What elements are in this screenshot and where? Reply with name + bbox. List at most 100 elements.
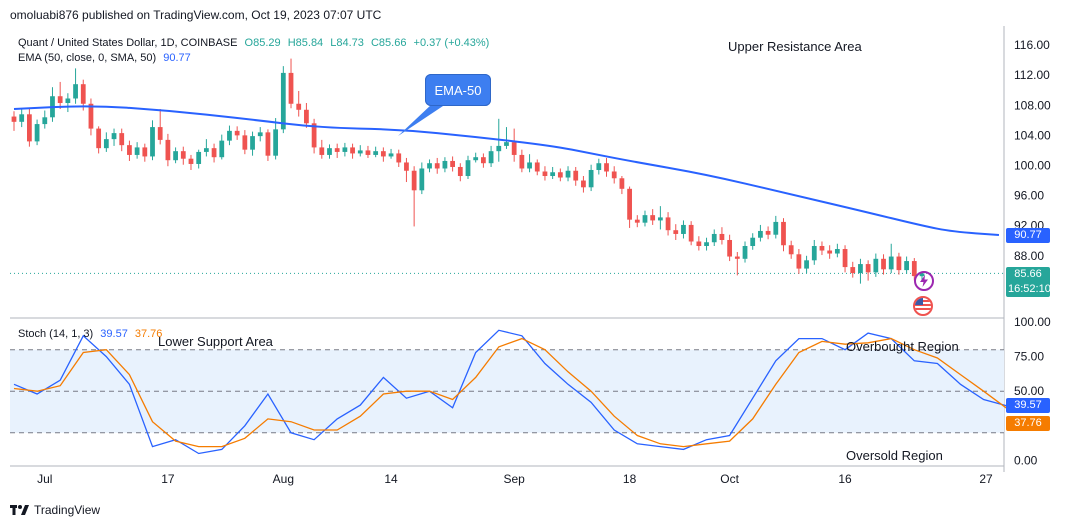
candle-body <box>19 114 25 122</box>
candle-body <box>588 169 594 188</box>
candle-body <box>604 163 609 172</box>
stoch-d-tag: 37.76 <box>1006 416 1050 431</box>
candle-body <box>350 147 355 154</box>
last-price-tag: 85.66 <box>1006 267 1050 282</box>
upper-resistance-label: Upper Resistance Area <box>728 39 862 54</box>
price-tick-label: 88.00 <box>1014 249 1044 263</box>
symbol-label: Quant / United States Dollar, 1D, COINBA… <box>18 37 238 49</box>
ema-50-line <box>13 105 1000 236</box>
candle-body <box>704 242 709 247</box>
candle-body <box>511 142 517 155</box>
candle-body <box>365 150 371 155</box>
candle-body <box>396 153 402 163</box>
countdown-timer: 16:52:10 <box>1006 282 1051 297</box>
candle-body <box>911 261 917 277</box>
candle-body <box>742 246 748 259</box>
candle-body <box>242 135 248 150</box>
candle-body <box>211 148 217 158</box>
candle-body <box>534 162 540 172</box>
ohlc-close: C85.66 <box>370 37 407 49</box>
candle-body <box>719 233 725 240</box>
candle-body <box>811 246 817 261</box>
ema-value: 90.77 <box>163 52 191 64</box>
candle-body <box>180 151 186 159</box>
candle-body <box>388 153 394 157</box>
candle-body <box>304 109 309 124</box>
candle-body <box>488 151 494 164</box>
time-tick-label: 18 <box>623 472 637 486</box>
price-tick-label: 100.00 <box>1014 158 1051 172</box>
candle-body <box>103 139 109 149</box>
ema-legend: EMA (50, close, 0, SMA, 50) 90.77 <box>18 52 191 64</box>
candle-body <box>219 140 225 158</box>
ohlc-open: O85.29 <box>244 37 281 49</box>
candle-body <box>765 230 771 235</box>
candle-body <box>157 127 163 140</box>
candle-body <box>119 133 125 146</box>
stoch-tick-label: 75.00 <box>1014 350 1044 364</box>
lower-support-label: Lower Support Area <box>158 334 273 349</box>
us-flag-icon[interactable] <box>913 296 933 316</box>
candle-body <box>842 249 848 268</box>
time-tick-label: 27 <box>979 472 993 486</box>
time-tick-label: 14 <box>384 472 398 486</box>
candle-body <box>565 170 571 178</box>
candle-body <box>34 124 40 142</box>
candle-body <box>581 180 586 188</box>
candle-body <box>142 147 148 157</box>
candle-body <box>657 217 663 221</box>
ema-price-tag: 90.77 <box>1006 228 1050 243</box>
publisher-line: omoluabi876 published on TradingView.com… <box>10 8 382 22</box>
candle-body <box>419 168 425 191</box>
candle-body <box>688 224 694 242</box>
candle-body <box>611 171 617 179</box>
candle-body <box>650 215 656 221</box>
stoch-label: Stoch (14, 1, 3) <box>18 328 94 340</box>
candle-body <box>519 154 525 169</box>
candle-body <box>457 166 463 177</box>
candle-body <box>473 157 479 161</box>
candle-body <box>357 150 363 154</box>
footer-brand[interactable]: TradingView <box>10 503 100 517</box>
overbought-label: Overbought Region <box>846 339 959 354</box>
candle-body <box>380 151 386 157</box>
candle-body <box>311 123 317 148</box>
candle-body <box>819 246 825 251</box>
candle-body <box>888 256 894 270</box>
candle-body <box>150 127 155 157</box>
stoch-k-value: 39.57 <box>100 328 128 340</box>
price-tick-label: 112.00 <box>1014 68 1050 82</box>
candle-body <box>527 162 532 169</box>
candle-body <box>865 264 871 273</box>
candle-body <box>227 130 232 141</box>
candle-body <box>188 158 194 164</box>
candle-body <box>273 129 279 156</box>
candle-body <box>373 151 379 155</box>
candle-body <box>758 230 763 238</box>
oversold-label: Oversold Region <box>846 448 943 463</box>
symbol-legend: Quant / United States Dollar, 1D, COINBA… <box>18 37 489 49</box>
ema-50-callout: EMA-50 <box>425 74 491 106</box>
lightning-icon[interactable] <box>914 271 934 291</box>
time-tick-label: Oct <box>720 472 739 486</box>
candle-body <box>734 256 740 259</box>
candle-body <box>896 256 902 271</box>
candle-body <box>781 221 786 246</box>
candle-body <box>681 224 686 234</box>
stoch-d-line <box>13 337 1007 448</box>
ema-label: EMA (50, close, 0, SMA, 50) <box>18 52 157 64</box>
candle-body <box>257 132 263 137</box>
candle-body <box>334 148 340 152</box>
time-tick-label: 17 <box>161 472 175 486</box>
candle-body <box>465 160 471 177</box>
candle-body <box>265 132 271 156</box>
candle-body <box>165 139 171 161</box>
candle-body <box>727 239 733 257</box>
candle-body <box>827 250 833 254</box>
candle-body <box>788 245 794 255</box>
candle-body <box>773 221 779 235</box>
time-tick-label: Sep <box>503 472 525 486</box>
candle-body <box>80 84 86 104</box>
candle-body <box>634 219 640 223</box>
